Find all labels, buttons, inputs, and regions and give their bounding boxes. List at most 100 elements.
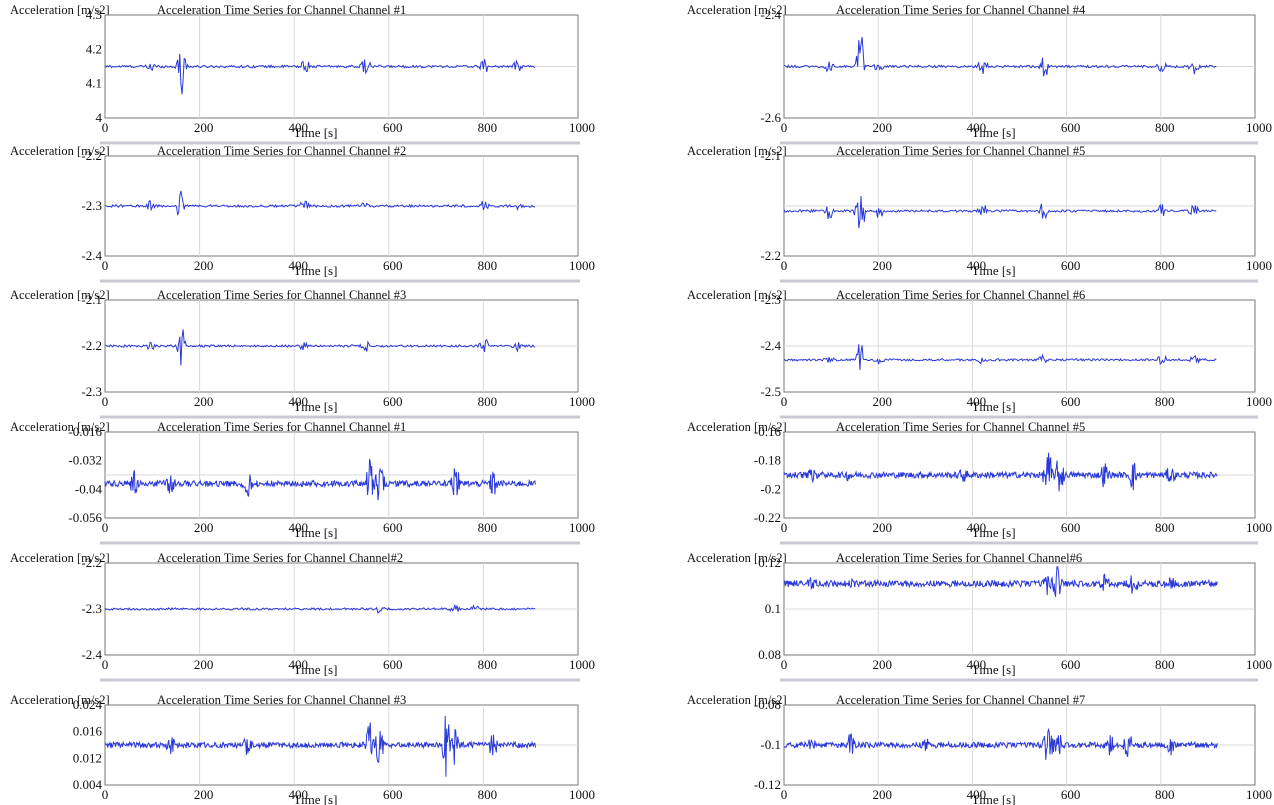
y-tick-label: -0.16 <box>754 424 782 439</box>
signal-trace <box>104 604 536 614</box>
x-tick-label: 200 <box>872 657 892 672</box>
x-axis-label: Time [s] <box>972 662 1016 677</box>
y-tick-label: -2.2 <box>81 555 102 570</box>
x-tick-label: 0 <box>102 120 109 135</box>
x-tick-label: 800 <box>1155 520 1175 535</box>
x-tick-label: 800 <box>478 520 498 535</box>
chart-panel-4: Acceleration [m/s2] Acceleration Time Ser… <box>10 420 595 545</box>
x-tick-label: 1000 <box>1246 657 1272 672</box>
x-tick-label: 200 <box>194 657 214 672</box>
x-tick-label: 600 <box>383 394 403 409</box>
x-tick-label: 600 <box>1061 394 1081 409</box>
x-tick-label: 0 <box>781 787 788 802</box>
x-axis-label: Time [s] <box>294 792 338 805</box>
x-tick-label: 200 <box>194 120 214 135</box>
x-axis-label: Time [s] <box>294 662 338 677</box>
x-tick-label: 1000 <box>1246 520 1272 535</box>
x-tick-label: 400 <box>967 258 987 273</box>
x-tick-label: 0 <box>781 120 788 135</box>
y-axis-label: Acceleration [m/s2] <box>10 144 110 158</box>
x-tick-label: 600 <box>1061 657 1081 672</box>
x-tick-label: 1000 <box>1246 120 1272 135</box>
y-tick-label: -0.04 <box>75 481 103 496</box>
x-axis-label: Time [s] <box>972 525 1016 540</box>
x-tick-label: 800 <box>478 120 498 135</box>
y-axis-label: Acceleration [m/s2] <box>687 420 787 434</box>
x-tick-label: 200 <box>194 520 214 535</box>
y-tick-label: 0.12 <box>758 555 781 570</box>
y-tick-label: -2.3 <box>81 601 102 616</box>
x-tick-label: 400 <box>288 657 308 672</box>
chart-title: Acceleration Time Series for Channel Cha… <box>836 693 1085 707</box>
chart-panel-8: Acceleration [m/s2] Acceleration Time Ser… <box>687 144 1272 283</box>
y-tick-label: -2.3 <box>81 384 102 399</box>
x-tick-label: 1000 <box>569 120 595 135</box>
y-tick-label: 4.3 <box>86 7 102 22</box>
x-tick-label: 1000 <box>1246 787 1272 802</box>
y-axis-label: Acceleration [m/s2] <box>10 3 110 17</box>
signal-trace <box>104 53 536 95</box>
y-tick-label: 0.08 <box>758 647 781 662</box>
chart-panel-2: Acceleration [m/s2] Acceleration Time Ser… <box>10 144 595 283</box>
y-tick-label: -2.2 <box>81 148 102 163</box>
x-tick-label: 200 <box>872 258 892 273</box>
x-axis-label: Time [s] <box>972 125 1016 140</box>
x-tick-label: 0 <box>781 258 788 273</box>
signal-trace <box>783 344 1217 370</box>
y-tick-label: -0.056 <box>68 510 102 525</box>
x-tick-label: 800 <box>478 394 498 409</box>
y-tick-label: -2.5 <box>760 384 781 399</box>
x-tick-label: 400 <box>967 657 987 672</box>
chart-title: Acceleration Time Series for Channel Cha… <box>836 420 1085 434</box>
x-tick-label: 0 <box>781 657 788 672</box>
x-tick-label: 1000 <box>569 394 595 409</box>
x-tick-label: 0 <box>102 394 109 409</box>
x-axis-label: Time [s] <box>294 525 338 540</box>
x-tick-label: 400 <box>288 787 308 802</box>
x-tick-label: 0 <box>102 520 109 535</box>
y-tick-label: -2.2 <box>81 338 102 353</box>
x-tick-label: 1000 <box>1246 394 1272 409</box>
x-tick-label: 800 <box>478 787 498 802</box>
x-tick-label: 800 <box>1155 787 1175 802</box>
chart-panel-6: Acceleration [m/s2] Acceleration Time Ser… <box>10 693 595 805</box>
x-tick-label: 600 <box>1061 258 1081 273</box>
y-tick-label: -2.4 <box>760 7 781 22</box>
signal-trace <box>783 195 1217 229</box>
x-tick-label: 600 <box>1061 120 1081 135</box>
y-tick-label: 0.016 <box>73 724 103 739</box>
y-tick-label: -2.4 <box>81 248 102 263</box>
x-tick-label: 1000 <box>569 657 595 672</box>
y-axis-label: Acceleration [m/s2] <box>687 693 787 707</box>
chart-panel-5: Acceleration [m/s2] Acceleration Time Ser… <box>10 551 595 682</box>
x-tick-label: 800 <box>1155 657 1175 672</box>
x-tick-label: 200 <box>194 394 214 409</box>
chart-panel-9: Acceleration [m/s2] Acceleration Time Ser… <box>687 288 1272 419</box>
chart-title: Acceleration Time Series for Channel Cha… <box>836 288 1085 302</box>
y-tick-label: 0.012 <box>73 750 102 765</box>
chart-title: Acceleration Time Series for Channel Cha… <box>836 551 1082 565</box>
y-tick-label: -2.3 <box>760 292 781 307</box>
y-axis-label: Acceleration [m/s2] <box>687 3 787 17</box>
x-axis-label: Time [s] <box>294 399 338 414</box>
x-tick-label: 400 <box>967 787 987 802</box>
x-tick-label: 400 <box>288 520 308 535</box>
y-tick-label: 0.1 <box>765 601 781 616</box>
x-axis-label: Time [s] <box>294 263 338 278</box>
chart-panel-7: Acceleration [m/s2] Acceleration Time Ser… <box>687 3 1272 145</box>
x-tick-label: 600 <box>1061 520 1081 535</box>
x-tick-label: 400 <box>967 394 987 409</box>
y-tick-label: -2.1 <box>760 148 781 163</box>
y-tick-label: -0.2 <box>760 481 781 496</box>
x-tick-label: 800 <box>1155 120 1175 135</box>
x-tick-label: 800 <box>478 657 498 672</box>
y-tick-label: -0.08 <box>754 697 781 712</box>
x-tick-label: 0 <box>781 394 788 409</box>
x-tick-label: 600 <box>383 120 403 135</box>
x-tick-label: 1000 <box>569 520 595 535</box>
signal-trace <box>783 566 1218 597</box>
x-tick-label: 600 <box>383 657 403 672</box>
x-tick-label: 600 <box>383 258 403 273</box>
chart-title: Acceleration Time Series for Channel Cha… <box>157 288 406 302</box>
